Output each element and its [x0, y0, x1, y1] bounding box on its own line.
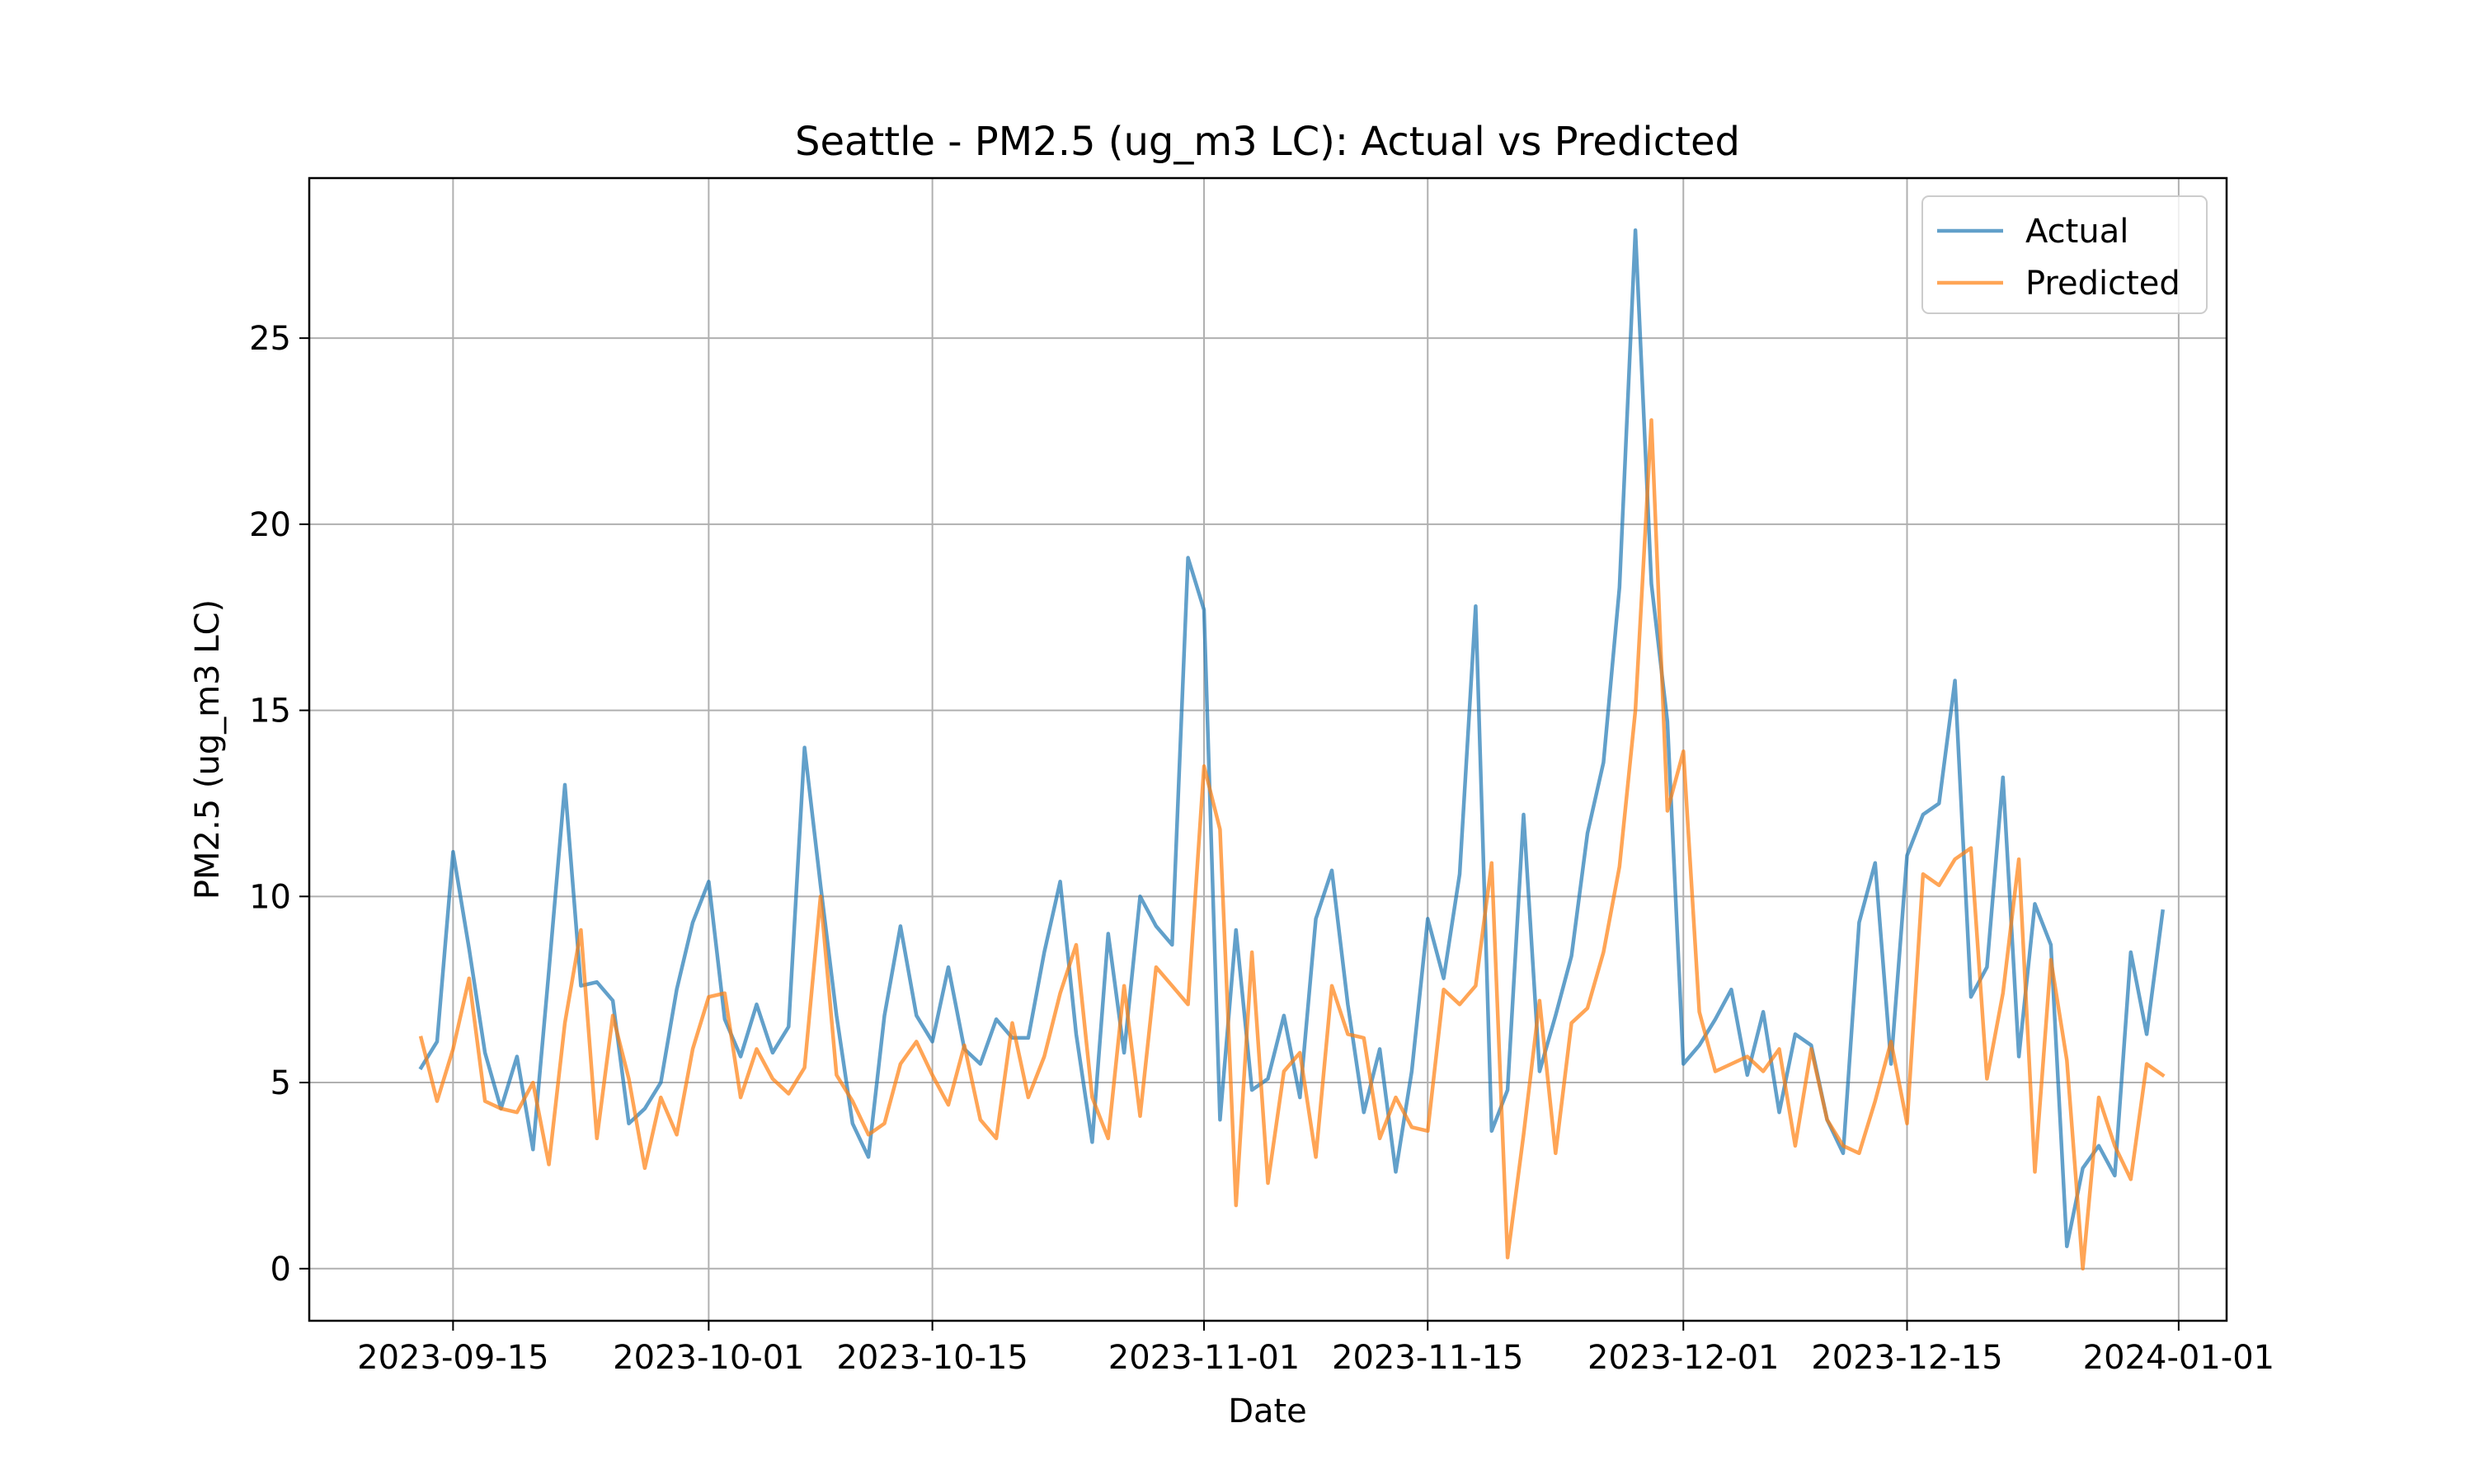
x-tick-label: 2023-09-15: [357, 1339, 548, 1377]
y-tick-label: 20: [249, 506, 291, 544]
x-tick-label: 2024-01-01: [2083, 1339, 2274, 1377]
x-tick-label: 2023-10-15: [836, 1339, 1028, 1377]
series-line-predicted: [418, 418, 2166, 1271]
y-tick-label: 0: [270, 1251, 291, 1289]
x-tick-label: 2023-10-01: [613, 1339, 804, 1377]
series-lines: [418, 228, 2166, 1271]
x-tick-label: 2023-12-01: [1587, 1339, 1779, 1377]
legend-label-actual: Actual: [2025, 213, 2128, 251]
x-axis-label: Date: [1228, 1392, 1307, 1430]
y-tick-label: 5: [270, 1064, 291, 1102]
legend-label-predicted: Predicted: [2025, 265, 2180, 303]
y-tick-label: 15: [249, 693, 291, 730]
y-axis: 0 5 10 15 20 25: [249, 320, 309, 1289]
grid: [309, 178, 2227, 1321]
x-tick-label: 2023-11-01: [1108, 1339, 1300, 1377]
chart-title: Seattle - PM2.5 (ug_m3 LC): Actual vs Pr…: [795, 119, 1740, 165]
y-tick-label: 25: [249, 320, 291, 358]
legend: Actual Predicted: [1921, 195, 2208, 314]
x-tick-label: 2023-12-15: [1811, 1339, 2002, 1377]
y-tick-label: 10: [249, 878, 291, 916]
plot-frame: [308, 176, 2228, 1322]
y-axis-label: PM2.5 (ug_m3 LC): [189, 599, 227, 899]
x-axis: 2023-09-15 2023-10-01 2023-10-15 2023-11-01…: [357, 1321, 2274, 1377]
x-tick-label: 2023-11-15: [1332, 1339, 1523, 1377]
series-line-actual: [418, 228, 2166, 1248]
